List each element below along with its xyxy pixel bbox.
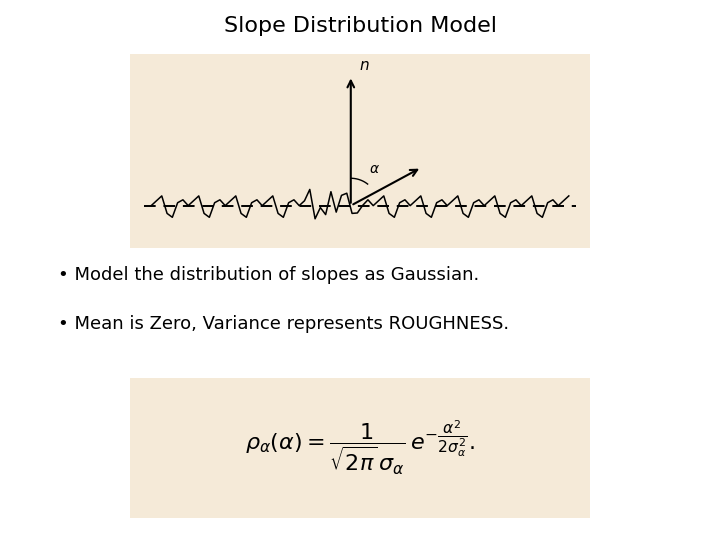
Text: $\alpha$: $\alpha$	[369, 162, 379, 176]
Text: $\rho_{\alpha}(\alpha) = \dfrac{1}{\sqrt{2\pi}\,\sigma_{\alpha}}\, e^{-\dfrac{\a: $\rho_{\alpha}(\alpha) = \dfrac{1}{\sqrt…	[245, 419, 475, 477]
Text: n: n	[359, 58, 369, 73]
Text: • Mean is Zero, Variance represents ROUGHNESS.: • Mean is Zero, Variance represents ROUG…	[58, 315, 509, 333]
Bar	[130, 378, 590, 518]
Text: Slope Distribution Model: Slope Distribution Model	[223, 16, 497, 36]
Bar	[130, 54, 590, 248]
Text: • Model the distribution of slopes as Gaussian.: • Model the distribution of slopes as Ga…	[58, 266, 479, 285]
